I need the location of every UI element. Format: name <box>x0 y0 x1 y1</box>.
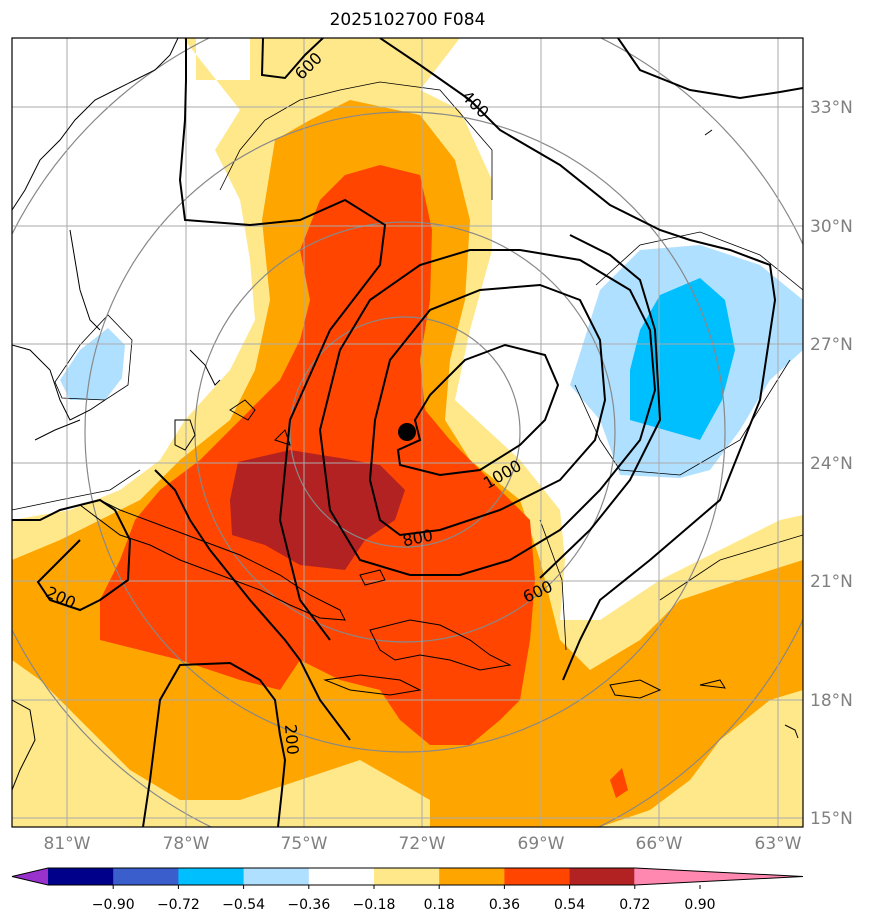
lon-label: 69°W <box>518 834 565 854</box>
colorbar-segment <box>243 868 310 885</box>
map-title: 2025102700 F084 <box>329 10 486 30</box>
colorbar-tick-labels: −0.90 −0.72 −0.54 −0.36 −0.18 0.18 0.36 … <box>92 897 716 913</box>
colorbar-segment <box>48 868 114 885</box>
lat-label: 24°N <box>810 454 853 474</box>
map-frame <box>11 37 804 828</box>
colorbar-segment <box>439 868 505 885</box>
contour-label-200-bottom: 200 <box>281 723 303 755</box>
lon-label: 75°W <box>281 834 328 854</box>
storm-center-dot <box>398 423 416 441</box>
lon-label: 78°W <box>163 834 210 854</box>
lat-label: 27°N <box>810 335 853 355</box>
lon-label: 81°W <box>44 834 91 854</box>
colorbar-segment <box>113 868 179 885</box>
lat-label: 21°N <box>810 572 853 592</box>
colorbar-outline <box>11 867 804 886</box>
colorbar-tick: −0.36 <box>287 897 330 913</box>
colorbar-tick: −0.54 <box>222 897 265 913</box>
colorbar-segment <box>374 868 440 885</box>
colorbar-tick: −0.72 <box>157 897 200 913</box>
colorbar-segment <box>308 868 375 885</box>
latitude-labels: 33°N 30°N 27°N 24°N 21°N 18°N 15°N <box>810 98 853 829</box>
lon-label: 72°W <box>399 834 446 854</box>
contours <box>12 38 803 827</box>
colorbar-tick: −0.18 <box>353 897 396 913</box>
darkred-shading <box>230 450 405 570</box>
coastlines <box>12 38 799 791</box>
lat-label: 15°N <box>810 809 853 829</box>
colorbar-tick: 0.18 <box>424 897 455 913</box>
blue-shading <box>630 278 735 440</box>
colorbar-tick: 0.72 <box>619 897 650 913</box>
colorbar-segments <box>11 867 804 889</box>
lat-label: 33°N <box>810 98 853 118</box>
longitude-labels: 81°W 78°W 75°W 72°W 69°W 66°W 63°W <box>44 834 802 854</box>
colorbar-extension-high <box>634 868 803 885</box>
map-area: 600 400 1000 800 600 200 200 <box>12 38 803 827</box>
colorbar-tick: 0.90 <box>684 897 715 913</box>
colorbar-tick: 0.36 <box>489 897 520 913</box>
lat-label: 18°N <box>810 691 853 711</box>
lon-label: 63°W <box>755 834 802 854</box>
lat-label: 30°N <box>810 217 853 237</box>
range-rings <box>12 38 803 827</box>
colorbar-extension-low <box>12 868 49 885</box>
colorbar-segment <box>178 868 245 885</box>
colorbar-segment <box>569 868 636 885</box>
colorbar-tick: 0.54 <box>554 897 585 913</box>
lon-label: 66°W <box>636 834 683 854</box>
colorbar-tick: −0.90 <box>92 897 135 913</box>
colorbar-segment <box>504 868 571 885</box>
colorbar: −0.90 −0.72 −0.54 −0.36 −0.18 0.18 0.36 … <box>11 867 804 913</box>
gridlines <box>12 38 803 827</box>
